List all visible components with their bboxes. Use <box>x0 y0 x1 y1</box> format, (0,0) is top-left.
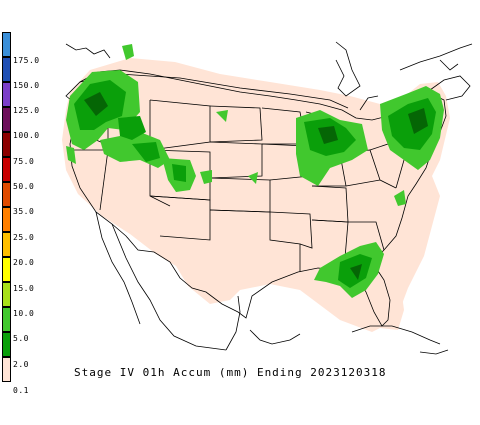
legend-swatch <box>2 307 11 332</box>
legend-label: 2.0 <box>13 360 29 369</box>
legend-swatch <box>2 57 11 82</box>
legend-label: 20.0 <box>13 258 35 267</box>
legend-swatch <box>2 32 11 57</box>
cuba-outline <box>351 325 441 345</box>
legend-swatch <box>2 232 11 257</box>
legend-label: 100.0 <box>13 131 40 140</box>
legend-swatch <box>2 207 11 232</box>
canada-coast <box>65 41 473 111</box>
legend-label: 25.0 <box>13 233 35 242</box>
legend-label: 0.1 <box>13 386 29 395</box>
legend-label: 5.0 <box>13 334 29 343</box>
legend-label: 150.0 <box>13 81 40 90</box>
legend-swatch <box>2 157 11 182</box>
legend-label: 125.0 <box>13 106 40 115</box>
legend-label: 10.0 <box>13 309 35 318</box>
legend-swatch <box>2 357 11 382</box>
legend-label: 175.0 <box>13 56 40 65</box>
legend-swatch <box>2 132 11 157</box>
map-caption: Stage IV 01h Accum (mm) Ending 202312031… <box>74 366 387 379</box>
legend-swatch <box>2 332 11 357</box>
precipitation-legend: 175.0 150.0 125.0 100.0 75.0 50.0 35.0 2… <box>0 32 60 418</box>
precipitation-areas <box>66 44 444 298</box>
legend-label: 75.0 <box>13 157 35 166</box>
us-outline <box>65 69 447 327</box>
legend-swatch <box>2 182 11 207</box>
legend-swatch <box>2 107 11 132</box>
mexico-outline <box>95 211 449 355</box>
legend-label: 35.0 <box>13 207 35 216</box>
legend-label: 50.0 <box>13 182 35 191</box>
legend-label: 15.0 <box>13 284 35 293</box>
legend-swatch <box>2 282 11 307</box>
legend-swatch <box>2 82 11 107</box>
legend-swatch <box>2 257 11 282</box>
